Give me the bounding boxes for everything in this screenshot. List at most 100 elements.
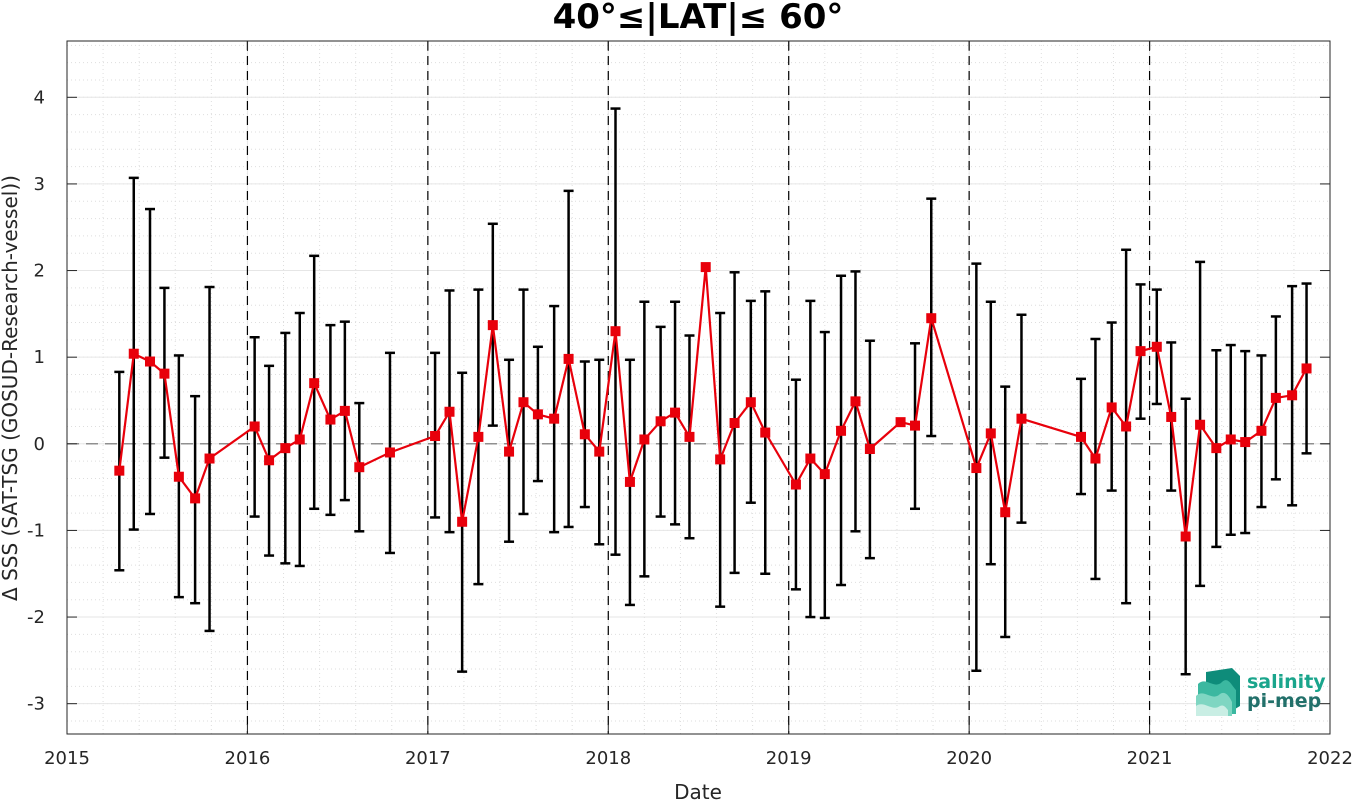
- plot-background: [67, 41, 1330, 734]
- data-point-marker: [1016, 413, 1027, 424]
- data-point-marker: [114, 465, 125, 476]
- data-point-marker: [1195, 419, 1206, 430]
- data-point-marker: [1256, 425, 1267, 436]
- data-point-marker: [1121, 421, 1132, 432]
- series-polyline: [118, 266, 1308, 538]
- data-point-marker: [805, 453, 816, 464]
- data-point-marker: [1166, 411, 1177, 422]
- data-point-marker: [1000, 507, 1011, 518]
- data-point-marker: [670, 407, 681, 418]
- data-point-marker: [1090, 453, 1101, 464]
- data-point-marker: [745, 397, 756, 408]
- y-tick-label: 0: [34, 434, 45, 455]
- data-point-marker: [864, 444, 875, 455]
- data-point-marker: [473, 431, 484, 442]
- x-tick-label: 2020: [946, 748, 992, 769]
- data-point-marker: [325, 414, 336, 425]
- data-point-marker: [159, 368, 170, 379]
- data-point-marker: [1211, 443, 1222, 454]
- data-point-marker: [684, 431, 695, 442]
- data-point-marker: [1135, 346, 1146, 357]
- data-point-marker: [128, 348, 139, 359]
- logo-text-salinity: salinity: [1247, 671, 1326, 693]
- data-point-marker: [532, 409, 543, 420]
- y-tick-label: 2: [34, 261, 45, 282]
- data-point-marker: [204, 453, 215, 464]
- data-point-marker: [1106, 402, 1117, 413]
- data-point-marker: [1076, 431, 1087, 442]
- data-point-marker: [309, 378, 320, 389]
- data-point-marker: [910, 420, 921, 431]
- tick-labels: 2015 2016 2017 2018 2019 2020 2021 2022 -3 -2 -1 0 1…: [27, 87, 1353, 769]
- data-point-marker: [1240, 437, 1251, 448]
- logo-text-pi-mep: pi-mep: [1247, 690, 1321, 712]
- data-point-marker: [1225, 434, 1236, 445]
- y-tick-label: 4: [34, 87, 45, 108]
- data-point-marker: [895, 417, 906, 428]
- x-tick-label: 2016: [225, 748, 271, 769]
- data-point-marker: [819, 469, 830, 480]
- data-point-marker: [836, 425, 847, 436]
- plot-area: [67, 41, 1330, 734]
- data-point-marker: [384, 447, 395, 458]
- x-axis-label: Date: [674, 780, 722, 801]
- data-point-marker: [144, 356, 155, 367]
- data-point-marker: [354, 462, 365, 473]
- data-point-marker: [487, 320, 498, 331]
- data-point-marker: [264, 455, 275, 466]
- data-point-marker: [1287, 390, 1298, 401]
- x-tick-label: 2021: [1127, 748, 1173, 769]
- y-tick-label: 3: [34, 174, 45, 195]
- y-tick-label: -2: [27, 607, 45, 628]
- data-point-marker: [457, 516, 468, 527]
- data-point-marker: [655, 416, 666, 427]
- data-point-marker: [249, 421, 260, 432]
- data-point-marker: [700, 262, 711, 273]
- x-tick-label: 2017: [405, 748, 451, 769]
- data-point-marker: [1180, 531, 1191, 542]
- data-point-marker: [610, 326, 621, 337]
- axes-frame: [66, 40, 1331, 735]
- y-tick-label: -3: [27, 694, 45, 715]
- series-markers: [114, 262, 1312, 542]
- data-point-marker: [549, 413, 560, 424]
- y-axis-label: Δ SSS (SAT-TSG (GOSUD-Research-vessel)): [0, 175, 22, 601]
- x-tick-label: 2022: [1307, 748, 1353, 769]
- data-point-marker: [926, 313, 937, 324]
- x-tick-label: 2019: [766, 748, 812, 769]
- data-point-marker: [1151, 341, 1162, 352]
- data-point-marker: [518, 397, 529, 408]
- data-point-marker: [594, 446, 605, 457]
- data-point-marker: [173, 471, 184, 482]
- x-tick-label: 2018: [585, 748, 631, 769]
- data-point-marker: [280, 443, 291, 454]
- data-point-marker: [190, 493, 201, 504]
- data-point-marker: [444, 406, 455, 417]
- y-tick-label: 1: [34, 347, 45, 368]
- data-point-marker: [715, 454, 726, 465]
- salinity-wave-logo-icon: [1196, 668, 1240, 716]
- data-point-marker: [563, 353, 574, 364]
- data-point-marker: [339, 405, 350, 416]
- y-tick-label: -1: [27, 520, 45, 541]
- data-point-marker: [971, 463, 982, 474]
- data-point-marker: [1301, 363, 1312, 374]
- data-point-marker: [639, 434, 650, 445]
- data-point-marker: [985, 428, 996, 439]
- x-tick-label: 2015: [44, 748, 90, 769]
- axes-border: [66, 40, 1331, 735]
- chart-title: 40°≤|LAT|≤ 60°: [553, 0, 844, 37]
- data-point-marker: [430, 431, 441, 442]
- data-point-marker: [294, 434, 305, 445]
- data-point-marker: [729, 418, 740, 429]
- data-point-marker: [1270, 392, 1281, 403]
- series-line: [118, 266, 1308, 538]
- salinity-pi-mep-logo: salinity pi-mep: [1196, 668, 1326, 716]
- data-point-marker: [504, 446, 515, 457]
- data-point-marker: [579, 429, 590, 440]
- data-point-marker: [760, 427, 771, 438]
- data-point-marker: [850, 396, 861, 407]
- logo-shape: [1196, 704, 1228, 716]
- data-point-marker: [624, 476, 635, 487]
